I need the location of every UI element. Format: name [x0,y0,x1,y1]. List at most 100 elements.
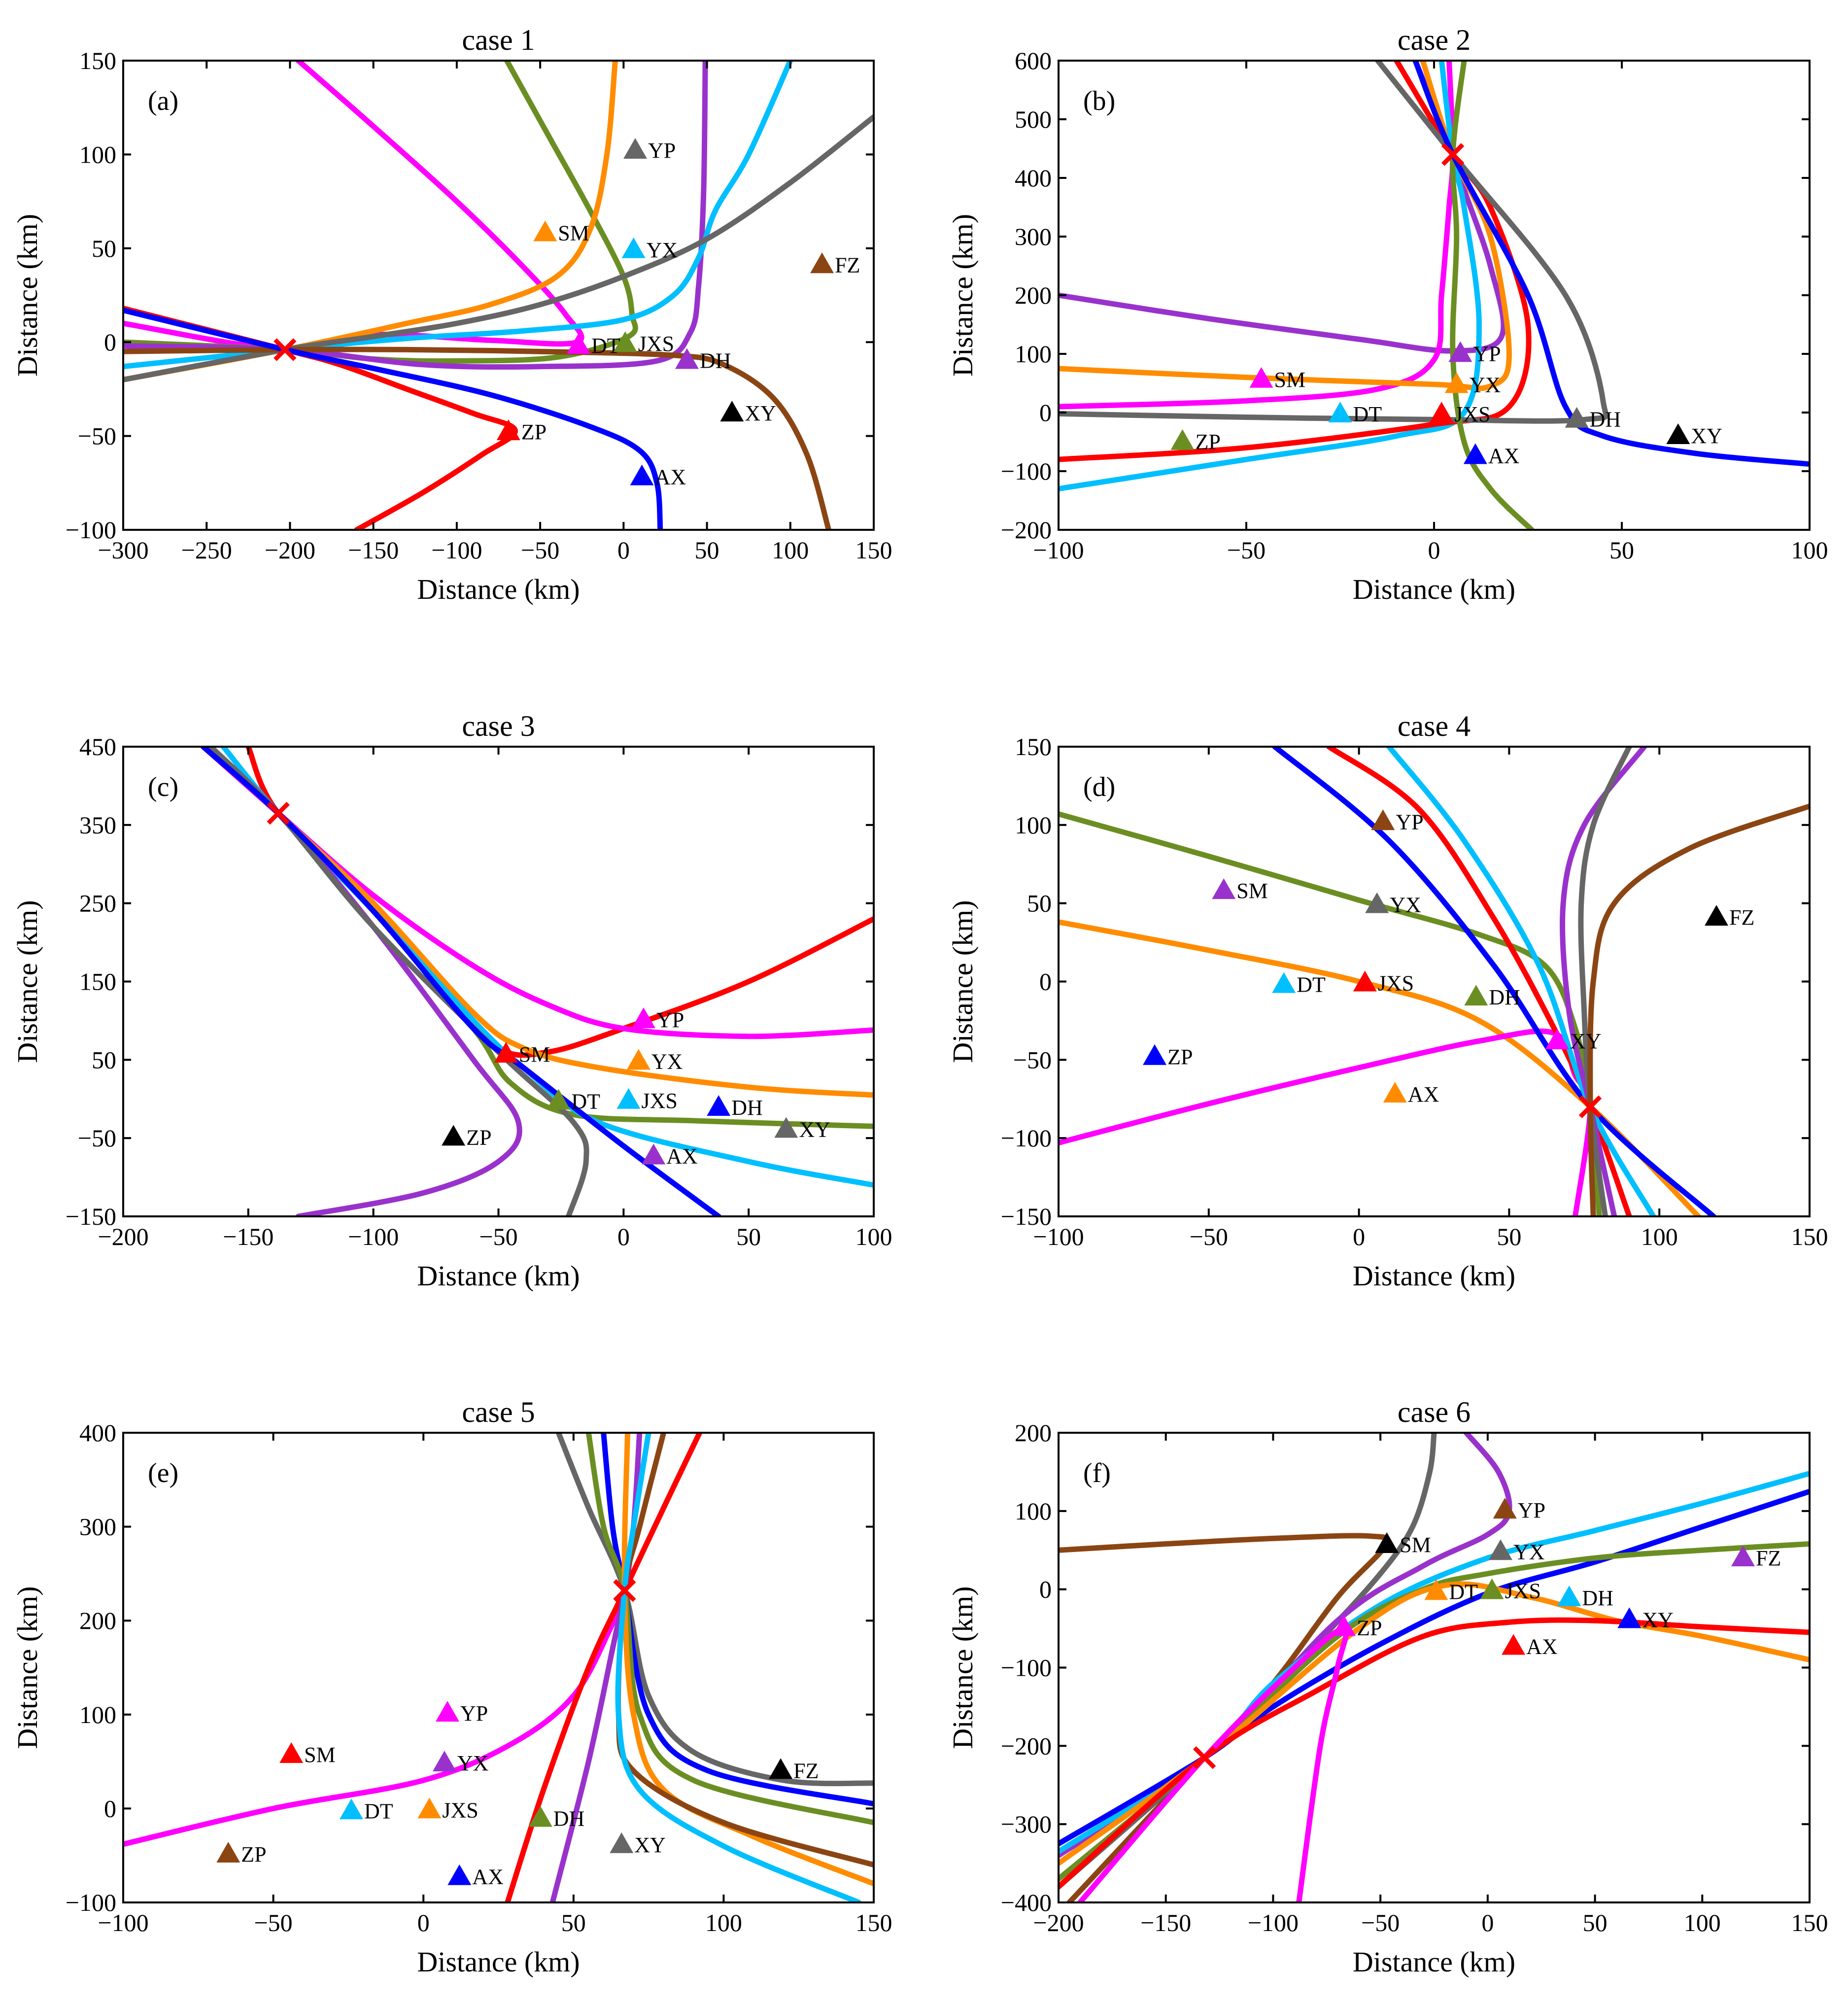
chart-4: YP SM YX FZ DT JXS DH XY ZP AX −100 −50 0 50 100 150 −15… [947,710,1828,1292]
chart-1-x-tick-label: 50 [695,536,719,564]
chart-4-y-tick-label: −50 [1013,1046,1052,1073]
chart-6-series-line-1 [1059,1533,1390,1902]
chart-6-x-tick-label: −200 [1033,1909,1084,1936]
chart-1-series-line-7 [123,346,832,530]
chart-1-y-tick-label: 50 [92,235,116,262]
chart-2-station-marker-xy [1666,423,1690,445]
chart-3-station-label-zp: ZP [466,1125,491,1149]
chart-6-y-tick-label: −200 [1001,1732,1052,1760]
chart-3-x-tick-label: −150 [223,1223,274,1250]
chart-5-y-tick-label: 400 [79,1419,116,1447]
chart-4-station-label-xy: XY [1570,1029,1602,1053]
chart-1-x-tick-label: 0 [617,536,630,564]
chart-1-station-marker-sm [533,220,557,242]
chart-6-x-tick-label: 0 [1481,1909,1494,1936]
chart-1-station-label-ax: AX [655,465,686,489]
chart-4-panel-label: (d) [1083,772,1115,802]
chart-1-station-marker-dh [675,348,699,369]
chart-2-series-group [1059,61,1810,530]
chart-4-station-marker-yp [1371,809,1395,830]
chart-3-station-label-sm: SM [519,1042,550,1067]
chart-2-y-tick-label: 100 [1015,340,1052,368]
chart-5-station-label-xy: XY [634,1833,666,1857]
chart-3-station-label-yx: YX [651,1049,683,1073]
chart-2-station-label-xy: XY [1691,424,1722,448]
chart-5-station-marker-ax [447,1864,472,1885]
chart-6-x-tick-label: −50 [1361,1909,1400,1936]
chart-1-station-marker-yx [621,237,646,258]
chart-1-y-tick-label: 0 [104,328,116,356]
chart-6-station-marker-zp [1332,1615,1356,1636]
chart-6-station-label-dh: DH [1582,1586,1613,1610]
chart-1: YP SM YX FZ DT JXS DH XY ZP AX −300 −250 −200 −150 −10… [11,24,892,605]
chart-1-station-label-xy: XY [745,401,776,425]
chart-4-station-marker-ax [1383,1082,1407,1103]
chart-6-station-marker-xy [1617,1607,1642,1628]
chart-3-x-axis-label: Distance (km) [417,1260,580,1292]
chart-5-station-marker-yx [432,1751,456,1772]
chart-2-y-tick-label: 300 [1015,223,1052,250]
chart-1-station-label-jxs: JXS [638,332,674,356]
chart-1-station-marker-ax [630,464,654,485]
chart-2-x-tick-label: 0 [1428,536,1440,564]
chart-4-station-marker-dt [1272,972,1296,993]
chart-3-station-label-xy: XY [799,1118,830,1142]
chart-3-series-group [201,747,874,1216]
chart-5-station-label-yx: YX [457,1751,489,1775]
chart-6-station-label-yp: YP [1518,1498,1545,1522]
chart-3-station-label-ax: AX [666,1144,698,1169]
chart-3-y-tick-label: 450 [79,733,116,760]
chart-1-x-tick-label: 100 [772,536,809,564]
chart-4-station-label-ax: AX [1408,1082,1439,1106]
chart-5-x-tick-label: 100 [705,1909,742,1936]
chart-2-station-label-dh: DH [1590,408,1621,432]
chart-4-y-tick-label: 0 [1039,968,1052,996]
chart-2-station-marker-zp [1170,429,1195,450]
chart-4-station-marker-xy [1545,1029,1569,1050]
chart-6-y-tick-label: 200 [1015,1419,1052,1447]
chart-4-x-tick-label: 150 [1791,1223,1828,1250]
chart-5-station-label-sm: SM [304,1743,336,1767]
chart-4-y-tick-label: 50 [1027,890,1052,917]
chart-4-y-tick-label: 150 [1015,733,1052,760]
chart-2-y-tick-label: 500 [1015,105,1052,133]
chart-3-source-marker [267,801,290,825]
chart-2-y-tick-label: 200 [1015,281,1052,309]
chart-6-station-label-sm: SM [1400,1533,1431,1557]
chart-5-series-line-7 [621,1433,874,1887]
chart-2-station-label-zp: ZP [1195,430,1220,454]
chart-4-title: case 4 [1398,710,1471,742]
chart-3-series-line-2 [201,747,874,1039]
chart-1-x-tick-label: −300 [98,536,148,564]
chart-6-station-marker-dt [1424,1579,1448,1600]
chart-4-station-marker-zp [1143,1044,1167,1065]
chart-6-series-line-8 [1059,1617,1810,1890]
chart-3-y-tick-label: 250 [79,890,116,917]
chart-3-title: case 3 [462,710,535,742]
chart-6-station-marker-yp [1493,1498,1517,1519]
chart-2-y-tick-label: −200 [1001,516,1052,544]
chart-6-station-marker-fz [1731,1545,1755,1566]
chart-4-plot-frame [1058,746,1811,1217]
chart-1-station-marker-fz [810,252,834,274]
chart-1-x-tick-label: 150 [856,536,892,564]
chart-1-station-marker-dt [566,333,590,354]
chart-6-source-marker [1193,1746,1216,1769]
chart-3-y-tick-label: 50 [92,1046,116,1073]
chart-4-y-tick-label: 100 [1015,811,1052,839]
chart-6-station-label-dt: DT [1449,1580,1478,1604]
chart-6-x-tick-label: 150 [1791,1909,1828,1936]
chart-4-station-label-zp: ZP [1167,1045,1193,1069]
chart-2-y-tick-label: 400 [1015,164,1052,192]
chart-4-y-axis-label: Distance (km) [947,900,979,1063]
chart-6-y-tick-label: 0 [1039,1576,1052,1603]
chart-3-station-label-yp: YP [656,1008,684,1032]
chart-3-x-tick-label: 50 [736,1223,761,1250]
chart-3-y-axis-label: Distance (km) [11,900,43,1063]
chart-6-y-tick-label: −400 [1001,1889,1052,1916]
chart-2-station-marker-ax [1463,443,1487,464]
chart-4-x-axis-label: Distance (km) [1353,1260,1515,1292]
chart-5-series-line-2 [505,1433,703,1902]
chart-3-y-tick-label: 350 [79,811,116,839]
